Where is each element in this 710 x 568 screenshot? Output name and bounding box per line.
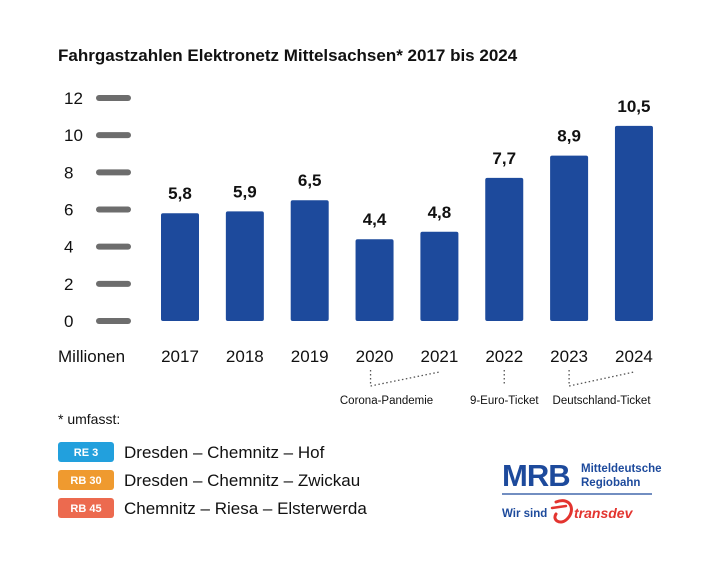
transdev-text: transdev: [574, 505, 634, 521]
route-badge: [58, 470, 114, 490]
bar-2021: [420, 231, 459, 321]
route-item: RE 3 Dresden – Chemnitz – Hof: [58, 442, 325, 462]
annotation-label-3: Deutschland-Ticket: [553, 395, 652, 407]
value-label-2023: 8,9: [557, 127, 581, 146]
route-badge: [58, 442, 114, 462]
x-tick-2023: 2023: [550, 347, 588, 366]
x-tick-2019: 2019: [291, 347, 329, 366]
y-tick-label: 12: [64, 89, 83, 108]
value-label-2024: 10,5: [617, 97, 650, 116]
value-label-2020: 4,4: [363, 210, 387, 229]
value-label-2018: 5,9: [233, 182, 257, 201]
mrb-logo: MRB Mitteldeutsche Regiobahn Wir sind tr…: [502, 458, 662, 524]
y-tick-label: 2: [64, 275, 73, 294]
y-tick-label: 6: [64, 201, 73, 220]
y-tick-label: 8: [64, 163, 73, 182]
mrb-logo-text: MRB: [502, 458, 570, 493]
route-item: RB 30 Dresden – Chemnitz – Zwickau: [58, 470, 360, 490]
bar-2017: [161, 213, 199, 321]
route-badge: [58, 498, 114, 518]
x-tick-2022: 2022: [485, 347, 523, 366]
bar-2022: [485, 177, 524, 321]
route-legend: RE 3 Dresden – Chemnitz – Hof RB 30 Dresden…: [58, 442, 367, 518]
mrb-logo-line2: Regiobahn: [581, 477, 640, 489]
bars: 5,8 5,9 6,5 4,4 4,8 7,7 8,9 10,5: [161, 97, 653, 321]
mrb-logo-line1: Mitteldeutsche: [581, 463, 662, 475]
transdev-swirl-icon: [550, 499, 573, 524]
bar-2023: [550, 155, 589, 321]
chart-title: Fahrgastzahlen Elektronetz Mittelsachsen…: [58, 46, 518, 65]
bar-2024: [614, 125, 653, 321]
value-label-2021: 4,8: [428, 203, 452, 222]
route-item: RB 45 Chemnitz – Riesa – Elsterwerda: [58, 498, 367, 518]
bar-2020: [355, 239, 394, 321]
wir-sind-text: Wir sind: [502, 508, 547, 520]
x-axis-label: Millionen: [58, 347, 125, 366]
route-badge-label: RE 3: [74, 447, 98, 459]
x-axis: 2017 2018 2019 2020 2021 2022 2023 2024: [161, 347, 653, 366]
annotation-3: Deutschland-Ticket: [553, 370, 652, 407]
x-tick-2017: 2017: [161, 347, 199, 366]
value-label-2022: 7,7: [492, 149, 516, 168]
bar-2018: [225, 211, 264, 321]
route-badge-label: RB 45: [70, 503, 101, 515]
annotation-label-2: 9-Euro-Ticket: [470, 395, 539, 407]
x-tick-2020: 2020: [356, 347, 394, 366]
y-tick-label: 10: [64, 126, 83, 145]
route-text: Dresden – Chemnitz – Zwickau: [124, 471, 360, 490]
bar-2019: [290, 200, 329, 321]
annotation-2: 9-Euro-Ticket: [470, 370, 539, 407]
x-tick-2021: 2021: [420, 347, 458, 366]
value-label-2017: 5,8: [168, 184, 192, 203]
footnote: * umfasst:: [58, 411, 120, 427]
x-tick-2024: 2024: [615, 347, 653, 366]
y-tick-label: 0: [64, 312, 73, 331]
value-label-2019: 6,5: [298, 171, 322, 190]
y-tick-label: 4: [64, 238, 73, 257]
route-text: Chemnitz – Riesa – Elsterwerda: [124, 499, 367, 518]
event-annotations: Corona-Pandemie 9-Euro-Ticket Deutschland-…: [340, 370, 651, 407]
y-axis: 0 2 4 6 8 10 12: [64, 89, 131, 331]
annotation-1: Corona-Pandemie: [340, 370, 440, 407]
x-tick-2018: 2018: [226, 347, 264, 366]
route-badge-label: RB 30: [70, 475, 101, 487]
route-text: Dresden – Chemnitz – Hof: [124, 443, 325, 462]
annotation-label-1: Corona-Pandemie: [340, 395, 433, 407]
